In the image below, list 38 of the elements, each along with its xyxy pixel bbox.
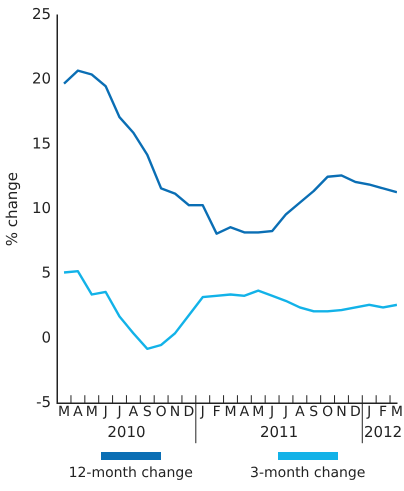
y-tick-label: 25 bbox=[32, 4, 52, 23]
x-tick-label: M bbox=[224, 404, 237, 420]
x-tick-label: A bbox=[240, 404, 250, 420]
x-tick-label: J bbox=[116, 404, 122, 420]
y-tick-label: 20 bbox=[32, 70, 52, 88]
x-tick-label: S bbox=[142, 404, 152, 420]
x-tick-label: A bbox=[128, 404, 139, 420]
x-tick-label: O bbox=[322, 404, 334, 420]
x-tick-label: M bbox=[86, 404, 98, 420]
text: 2010 bbox=[107, 423, 146, 442]
x-tick-label: J bbox=[269, 404, 274, 420]
x-tick-label: F bbox=[212, 404, 221, 420]
x-tick-label: J bbox=[366, 404, 372, 420]
x-tick-label: M bbox=[252, 404, 264, 420]
x-tick-label: N bbox=[170, 404, 180, 420]
x-tick-label: J bbox=[282, 404, 288, 420]
text: 2011 bbox=[260, 423, 298, 442]
x-tick-label: N bbox=[336, 404, 347, 420]
y-tick-label: 10 bbox=[32, 198, 52, 217]
x-tick-label: O bbox=[156, 404, 167, 420]
y-tick-label: 15 bbox=[32, 134, 52, 152]
y-tick-label: -5 bbox=[36, 393, 52, 412]
x-tick-label: M bbox=[58, 404, 70, 420]
x-tick-label: M bbox=[390, 404, 404, 420]
y-tick-label: 5 bbox=[42, 264, 52, 282]
x-tick-label: A bbox=[295, 404, 306, 420]
x-tick-label: A bbox=[73, 404, 84, 420]
x-tick-label: J bbox=[102, 404, 108, 420]
legend-label: 12-month change bbox=[68, 465, 193, 481]
x-tick-label: F bbox=[379, 404, 388, 420]
y-tick-label: 0 bbox=[42, 328, 52, 346]
x-tick-label: D bbox=[183, 404, 194, 420]
x-tick-label: D bbox=[350, 404, 361, 420]
x-tick-label: J bbox=[200, 404, 205, 420]
legend-label: 3-month change bbox=[250, 465, 366, 481]
y-axis-title: % change bbox=[2, 172, 21, 246]
x-tick-label: S bbox=[309, 404, 318, 420]
text: 2012 bbox=[364, 423, 402, 442]
